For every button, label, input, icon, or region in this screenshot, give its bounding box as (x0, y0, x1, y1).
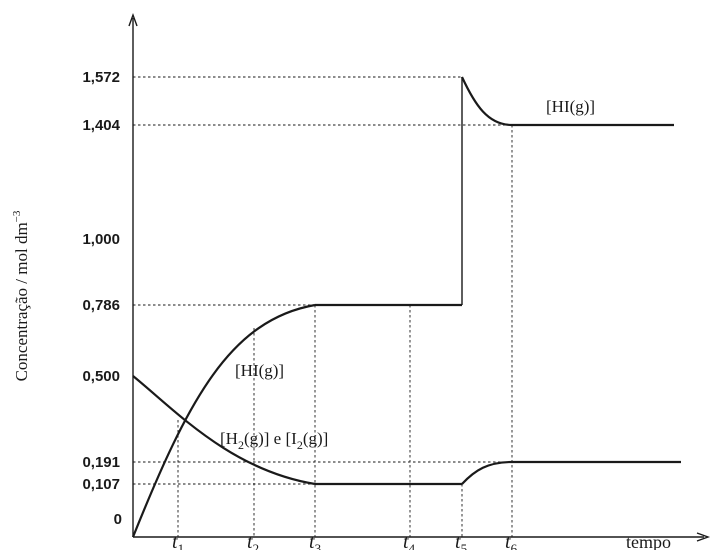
ytick-1404: 1,404 (82, 117, 120, 134)
xtick-t4-sub: 4 (409, 541, 416, 550)
h2i2-label: [H2(g)] e [I2(g)] (220, 429, 328, 452)
ytick-0107: 0,107 (82, 476, 120, 493)
xtick-t5-sub: 5 (461, 541, 468, 550)
guide-lines (133, 76, 513, 537)
hi-lower-label: [HI(g)] (235, 361, 284, 380)
xtick-t6-sub: 6 (511, 541, 518, 550)
h2i2-label-part2: (g)] e [I (244, 429, 297, 448)
xtick-t3-base: t (309, 531, 315, 550)
xtick-t1-base: t (172, 531, 178, 550)
y-axis-title-exponent: −3 (11, 210, 23, 222)
xtick-t6-base: t (505, 531, 511, 550)
xtick-t4: t4 (403, 531, 416, 550)
hi-rise-curve (131, 303, 316, 538)
h2i2-label-sub1: 2 (238, 438, 244, 452)
hi-upper-label: [HI(g)] (546, 97, 595, 116)
h2i2-label-part3: (g)] (303, 429, 328, 448)
x-axis-title: tempo (626, 532, 671, 550)
xtick-t1-sub: 1 (178, 541, 185, 550)
h2i2-decay-curve (132, 375, 316, 486)
xtick-t3-sub: 3 (315, 541, 322, 550)
xtick-t2-sub: 2 (253, 541, 260, 550)
y-axis-title: Concentração / mol dm−3 (11, 210, 31, 381)
xtick-t5-base: t (455, 531, 461, 550)
ytick-0500: 0,500 (82, 368, 120, 385)
y-axis-arrow (128, 12, 138, 27)
ytick-0: 0 (114, 511, 122, 528)
xtick-t6: t6 (505, 531, 518, 550)
h2i2-label-sub2: 2 (297, 438, 303, 452)
h2i2-rise-curve (461, 460, 513, 485)
ytick-0786: 0,786 (82, 297, 120, 314)
ytick-0191: 0,191 (82, 454, 120, 471)
ytick-1572: 1,572 (82, 69, 120, 86)
xtick-t4-base: t (403, 531, 409, 550)
xtick-t2-base: t (247, 531, 253, 550)
xtick-t2: t2 (247, 531, 259, 550)
xtick-t5: t5 (455, 531, 467, 550)
hi-decay-curve (461, 76, 513, 127)
xtick-t1: t1 (172, 531, 184, 550)
x-axis-arrow (696, 532, 711, 542)
y-axis-title-main: Concentração / mol dm (12, 222, 31, 381)
xtick-t3: t3 (309, 531, 321, 550)
ytick-1000: 1,000 (82, 231, 120, 248)
h2i2-label-part1: [H (220, 429, 238, 448)
